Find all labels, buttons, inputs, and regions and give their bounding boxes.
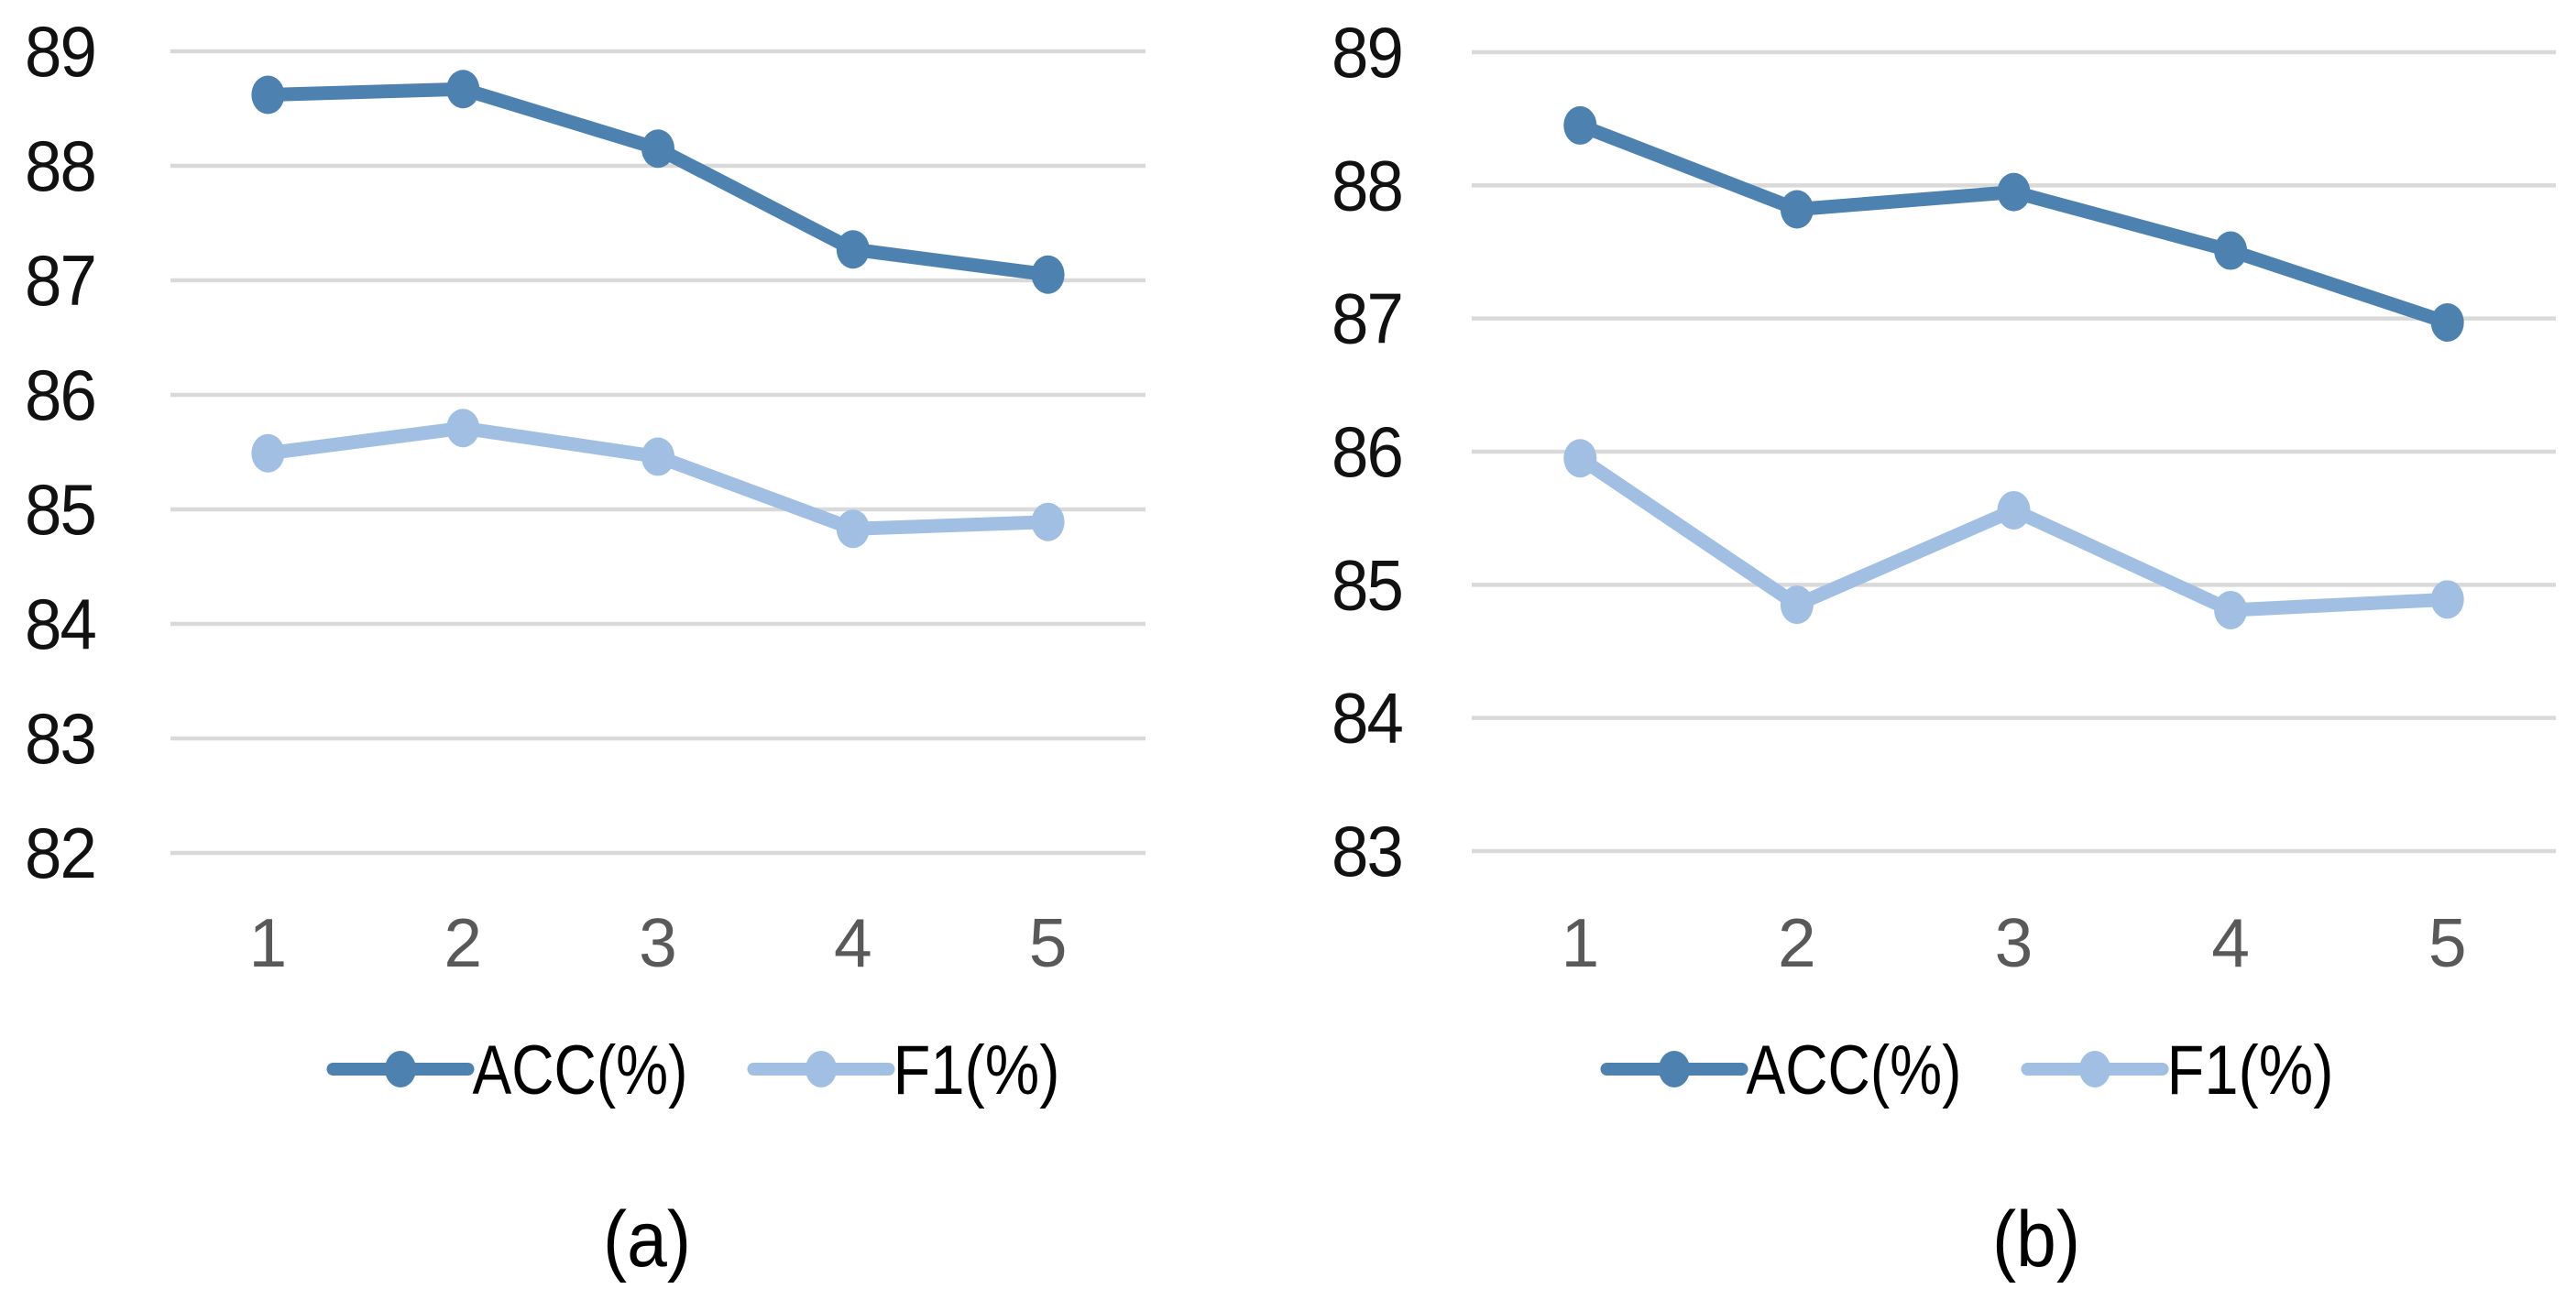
y-axis-tick-label: 86 bbox=[25, 355, 95, 435]
legend-label: F1(%) bbox=[2167, 1032, 2334, 1109]
data-point-marker bbox=[446, 70, 480, 109]
legend-label: ACC(%) bbox=[473, 1032, 688, 1109]
y-axis-tick-label: 87 bbox=[1332, 279, 1402, 359]
x-axis-tick-label: 2 bbox=[1778, 904, 1816, 981]
data-point-marker bbox=[1031, 255, 1065, 294]
legend-item-f1: F1(%) bbox=[2021, 1032, 2334, 1109]
y-axis-tick-label: 89 bbox=[1332, 12, 1402, 93]
y-axis-tick-label: 83 bbox=[1332, 811, 1402, 891]
x-axis-tick-label: 1 bbox=[249, 904, 288, 981]
data-point-marker bbox=[2214, 231, 2248, 270]
y-axis-tick-label: 88 bbox=[25, 126, 95, 206]
legend-marker bbox=[2079, 1051, 2110, 1087]
chart-b: 89 88 87 86 85 84 83 1 2 3 4 5 ACC(%) F1(%) (b) bbox=[1332, 12, 2556, 1284]
data-point-marker bbox=[836, 230, 870, 269]
legend-item-acc: ACC(%) bbox=[326, 1032, 688, 1109]
x-axis-tick-label: 2 bbox=[444, 904, 482, 981]
x-axis-tick-label: 3 bbox=[639, 904, 677, 981]
y-axis-tick-label: 86 bbox=[1332, 411, 1402, 492]
data-point-marker bbox=[2430, 580, 2464, 619]
legend-marker bbox=[385, 1051, 416, 1087]
chart-caption: (a) bbox=[603, 1196, 691, 1284]
data-point-marker bbox=[1780, 190, 1814, 229]
y-axis-tick-label: 88 bbox=[1332, 145, 1402, 225]
legend-item-f1: F1(%) bbox=[747, 1032, 1060, 1109]
series-line-acc bbox=[1573, 118, 2455, 330]
data-point-marker bbox=[446, 409, 480, 448]
data-point-marker bbox=[2214, 590, 2248, 629]
data-point-marker bbox=[1563, 105, 1597, 145]
x-axis-tick-label: 3 bbox=[1995, 904, 2033, 981]
data-point-marker bbox=[1997, 490, 2031, 530]
legend-label: F1(%) bbox=[893, 1032, 1060, 1109]
y-axis-tick-label: 85 bbox=[1332, 544, 1402, 625]
x-axis-tick-label: 1 bbox=[1561, 904, 1599, 981]
chart-a: 89 88 87 86 85 84 83 82 1 2 3 4 5 ACC(%) F1(%) (a) bbox=[25, 11, 1145, 1284]
y-axis-tick-label: 84 bbox=[25, 584, 96, 664]
data-point-marker bbox=[641, 437, 674, 476]
y-axis-tick-label: 87 bbox=[25, 240, 95, 321]
legend-marker bbox=[806, 1051, 837, 1087]
y-axis-tick-label: 83 bbox=[25, 698, 95, 779]
y-axis-tick-label: 89 bbox=[25, 11, 95, 92]
legend-marker bbox=[1659, 1051, 1690, 1087]
legend-label: ACC(%) bbox=[1747, 1032, 1962, 1109]
series-line-acc bbox=[260, 82, 1056, 282]
data-point-marker bbox=[251, 433, 285, 473]
y-axis-tick-label: 85 bbox=[25, 469, 95, 550]
x-axis-tick-label: 5 bbox=[1029, 904, 1068, 981]
data-point-marker bbox=[1997, 172, 2031, 212]
data-point-marker bbox=[836, 509, 870, 549]
data-point-marker bbox=[251, 75, 285, 115]
legend-item-acc: ACC(%) bbox=[1600, 1032, 1962, 1109]
y-axis-tick-label: 82 bbox=[25, 813, 95, 893]
data-point-marker bbox=[1780, 585, 1814, 625]
data-point-marker bbox=[641, 129, 674, 169]
x-axis-tick-label: 5 bbox=[2428, 904, 2467, 981]
legend: ACC(%) F1(%) bbox=[1600, 1032, 2334, 1109]
legend: ACC(%) F1(%) bbox=[326, 1032, 1060, 1109]
x-axis-tick-label: 4 bbox=[834, 904, 872, 981]
data-point-marker bbox=[1031, 502, 1065, 541]
chart-caption: (b) bbox=[1992, 1196, 2080, 1284]
x-axis-tick-label: 4 bbox=[2211, 904, 2250, 981]
series-line-f1 bbox=[1573, 451, 2455, 617]
data-point-marker bbox=[2430, 303, 2464, 343]
data-point-marker bbox=[1563, 439, 1597, 478]
y-axis-tick-label: 84 bbox=[1332, 678, 1403, 759]
